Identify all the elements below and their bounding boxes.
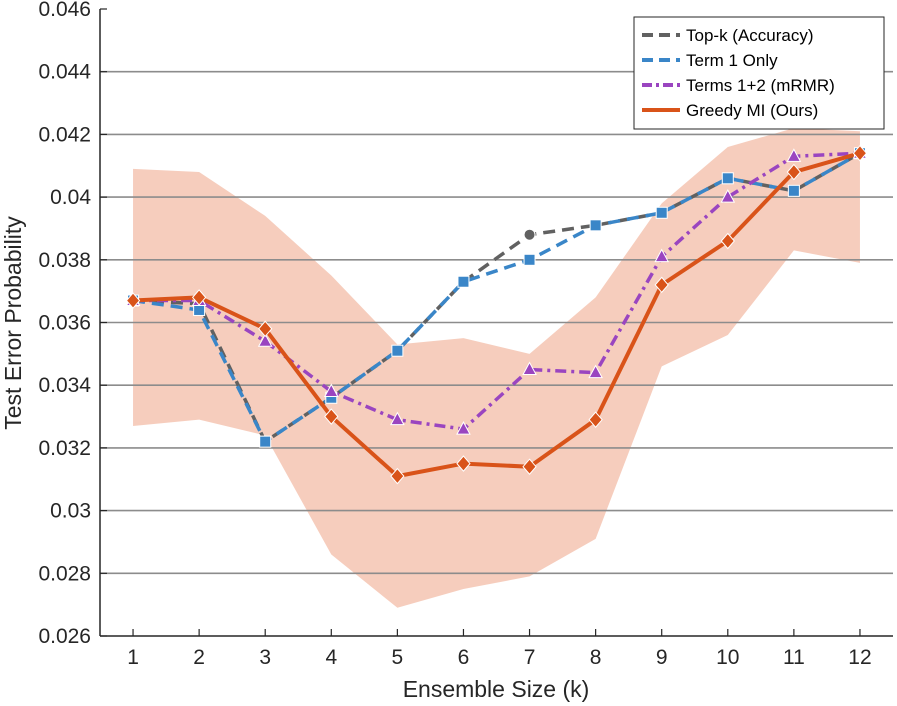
data-point-s1-7 bbox=[589, 219, 602, 232]
legend-item-greedy-mi: Greedy MI (Ours) bbox=[642, 101, 818, 120]
y-tick-label: 0.044 bbox=[38, 61, 91, 84]
y-axis-title: Test Error Probability bbox=[0, 216, 26, 430]
data-point-s3-9 bbox=[720, 232, 735, 250]
data-point-s3-5 bbox=[456, 455, 471, 472]
data-point-s2-4 bbox=[390, 411, 405, 426]
data-point-s2-5 bbox=[456, 421, 471, 435]
legend-label-top-k: Top-k (Accuracy) bbox=[686, 26, 814, 45]
y-tick-label: 0.04 bbox=[50, 186, 91, 209]
data-point-s3-11 bbox=[852, 144, 868, 162]
data-point-s1-9 bbox=[721, 172, 734, 185]
y-tick-label: 0.042 bbox=[38, 123, 91, 146]
x-axis-title: Ensemble Size (k) bbox=[403, 676, 590, 702]
legend-label-term1: Term 1 Only bbox=[686, 51, 778, 70]
x-tick-label: 8 bbox=[590, 646, 602, 669]
series-layer bbox=[125, 144, 868, 485]
data-point-s1-8 bbox=[655, 206, 668, 219]
x-tick-label: 6 bbox=[458, 646, 470, 669]
legend: Top-k (Accuracy) Term 1 Only Terms 1+2 (… bbox=[633, 16, 885, 130]
y-tick-label: 0.028 bbox=[38, 562, 91, 585]
y-tick-label: 0.036 bbox=[38, 312, 91, 335]
x-tick-label: 7 bbox=[524, 646, 536, 669]
x-tick-label: 12 bbox=[848, 646, 871, 669]
data-point-s2-9 bbox=[720, 189, 736, 203]
tick-labels: 0.026 0.028 0.03 0.032 0.034 0.036 0.038 0.04 0.… bbox=[38, 0, 871, 669]
y-tick-label: 0.046 bbox=[38, 0, 91, 21]
legend-label-mrmr: Terms 1+2 (mRMR) bbox=[686, 76, 835, 95]
data-point-s2-3 bbox=[323, 383, 339, 397]
data-point-s1-6 bbox=[523, 253, 536, 266]
data-point-s3-8 bbox=[654, 276, 669, 294]
data-point-s1-1 bbox=[193, 303, 206, 316]
series-line-0 bbox=[132, 151, 861, 444]
y-tick-label: 0.034 bbox=[38, 374, 91, 397]
data-point-s2-7 bbox=[588, 364, 603, 379]
band-layer bbox=[133, 128, 860, 608]
data-point-s1-10 bbox=[787, 184, 800, 197]
x-tick-label: 10 bbox=[716, 646, 739, 669]
data-point-s2-8 bbox=[654, 248, 670, 263]
data-point-s1-5 bbox=[457, 275, 470, 288]
x-tick-label: 9 bbox=[656, 646, 668, 669]
x-tick-label: 1 bbox=[127, 646, 139, 669]
data-point-s1-4 bbox=[391, 344, 404, 357]
legend-label-greedy-mi: Greedy MI (Ours) bbox=[686, 101, 818, 120]
data-point-s2-6 bbox=[522, 361, 537, 376]
data-point-s0-6 bbox=[523, 228, 536, 241]
data-point-s3-0 bbox=[125, 292, 141, 309]
x-tick-label: 4 bbox=[325, 646, 337, 669]
y-tick-label: 0.032 bbox=[38, 437, 91, 460]
x-tick-label: 2 bbox=[193, 646, 205, 669]
data-point-s3-1 bbox=[191, 289, 207, 306]
series-line-1 bbox=[132, 151, 861, 444]
axes-layer bbox=[99, 8, 893, 637]
data-point-s1-2 bbox=[259, 435, 272, 448]
legend-item-mrmr: Terms 1+2 (mRMR) bbox=[642, 76, 835, 95]
x-tick-label: 5 bbox=[392, 646, 404, 669]
y-tick-label: 0.038 bbox=[38, 249, 91, 272]
series-line-3 bbox=[132, 151, 861, 479]
data-point-s3-4 bbox=[390, 467, 405, 485]
y-tick-label: 0.03 bbox=[50, 500, 91, 523]
legend-item-term1: Term 1 Only bbox=[642, 51, 778, 70]
x-tick-label: 11 bbox=[783, 646, 805, 669]
data-point-s3-10 bbox=[786, 163, 802, 181]
series-line-2 bbox=[133, 151, 861, 431]
x-tick-label: 3 bbox=[259, 646, 271, 669]
data-point-s2-10 bbox=[786, 148, 802, 162]
data-point-s3-6 bbox=[522, 458, 537, 475]
data-point-s2-2 bbox=[257, 333, 273, 347]
data-point-s3-2 bbox=[258, 320, 273, 338]
error-band bbox=[133, 128, 860, 608]
legend-item-top-k: Top-k (Accuracy) bbox=[642, 26, 814, 45]
data-point-s3-3 bbox=[324, 408, 339, 425]
y-tick-label: 0.026 bbox=[38, 625, 91, 648]
data-point-s3-7 bbox=[588, 411, 603, 428]
